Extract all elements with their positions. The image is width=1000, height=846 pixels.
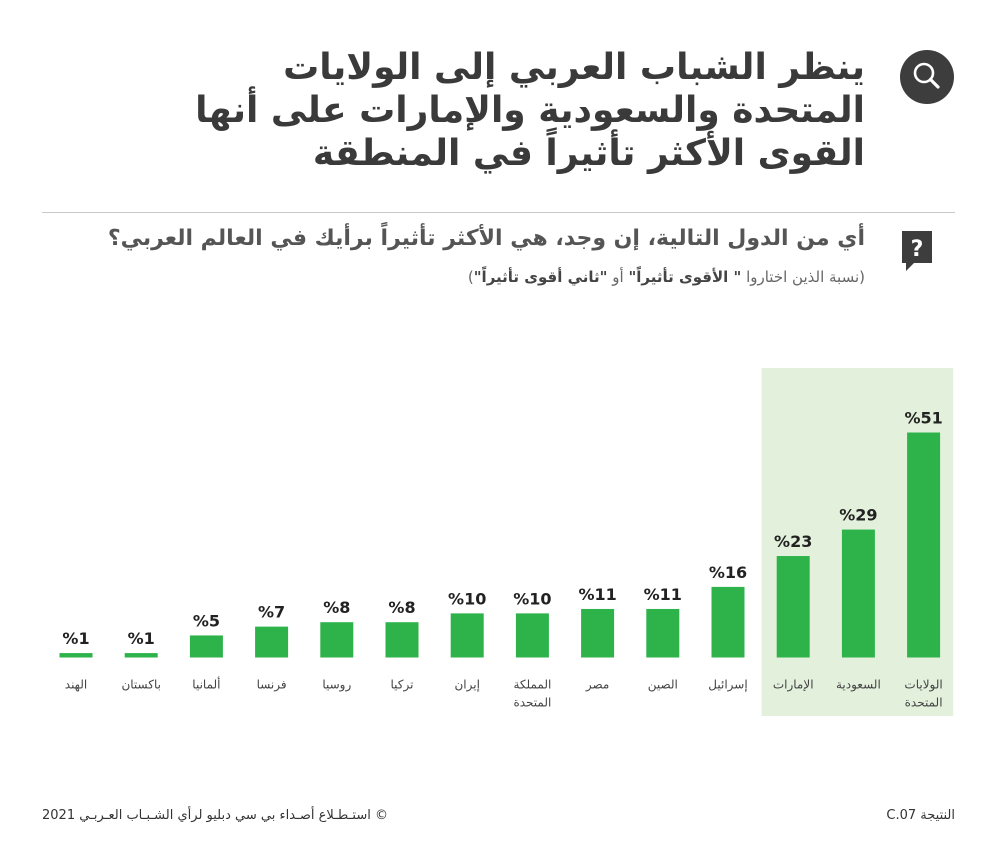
bar — [385, 622, 419, 658]
value-label: %5 — [193, 611, 220, 630]
value-label: %29 — [839, 506, 877, 525]
bar — [711, 586, 745, 658]
category-label: إيران — [454, 678, 479, 693]
bar — [907, 432, 941, 658]
question-mark-icon: ? — [900, 229, 934, 273]
subtitle-prefix: (نسبة الذين اختاروا — [741, 268, 865, 286]
bar — [124, 653, 158, 658]
value-label: %8 — [323, 598, 350, 617]
value-label: %1 — [128, 629, 155, 648]
header-divider — [42, 212, 955, 213]
category-label: ألمانيا — [192, 677, 220, 692]
bar — [255, 626, 289, 658]
bar — [450, 613, 484, 658]
value-label: %10 — [513, 589, 551, 608]
bar — [189, 635, 223, 658]
category-label: السعودية — [836, 678, 881, 693]
category-label: فرنسا — [257, 678, 287, 693]
headline-title: ينظر الشباب العربي إلى الولايات المتحدة … — [195, 47, 865, 174]
value-label: %11 — [644, 585, 682, 604]
category-label: المملكة المتحدة — [513, 678, 551, 710]
search-icon — [900, 50, 954, 104]
influence-bar-chart: %1 الهند %1 باكستان %5 ألمانيا %7 فرنسا %8 روسيا%… — [59, 368, 954, 716]
category-label: الإمارات — [773, 678, 814, 693]
bar — [841, 529, 875, 658]
question-subtitle: (نسبة الذين اختاروا " الأقوى تأثيراً" أو… — [85, 268, 865, 286]
category-label: الهند — [65, 678, 87, 692]
value-label: %1 — [62, 629, 89, 648]
bar — [646, 608, 680, 658]
value-label: %51 — [904, 409, 942, 428]
bar — [515, 613, 549, 658]
subtitle-suffix: ) — [467, 268, 474, 286]
value-label: %11 — [578, 585, 616, 604]
result-id: النتيجة C.07 — [886, 808, 955, 823]
survey-question: أي من الدول التالية، إن وجد، هي الأكثر ت… — [107, 226, 865, 251]
subtitle-second-strongest: "ثاني أقوى تأثيراً" — [473, 268, 608, 286]
bar — [581, 608, 615, 658]
category-label: الصين — [648, 678, 678, 693]
value-label: %16 — [709, 563, 747, 582]
value-label: %23 — [774, 532, 812, 551]
category-label: تركيا — [391, 678, 414, 693]
subtitle-or: أو — [607, 268, 629, 286]
value-label: %10 — [448, 589, 486, 608]
subtitle-strongest: " الأقوى تأثيراً" — [628, 268, 742, 286]
category-label: إسرائيل — [708, 678, 747, 693]
source-note: © استـطـلاع أصـداء بي سي دبليو لرأي الشـ… — [42, 808, 388, 823]
category-label: روسيا — [322, 678, 351, 693]
value-label: %7 — [258, 603, 285, 622]
bar — [776, 556, 810, 658]
bar — [320, 622, 354, 658]
value-label: %8 — [388, 598, 415, 617]
category-label: باكستان — [121, 678, 161, 692]
bar — [59, 653, 93, 658]
svg-text:?: ? — [911, 237, 924, 262]
category-label: الولايات المتحدة — [904, 678, 942, 710]
category-label: مصر — [585, 678, 609, 693]
